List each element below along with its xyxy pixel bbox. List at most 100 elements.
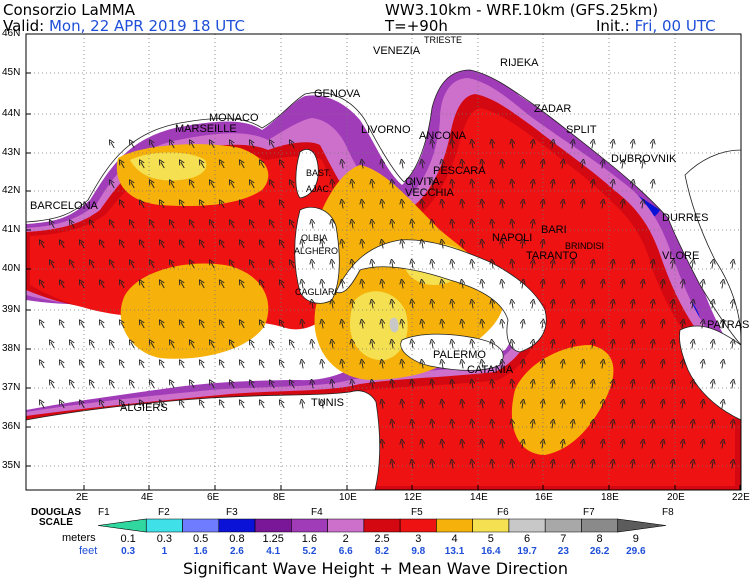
wave-direction-arrow bbox=[452, 222, 453, 229]
wave-direction-arrow bbox=[452, 462, 453, 469]
lat-tick-label: 45N bbox=[2, 67, 21, 78]
feet-value: 19.7 bbox=[517, 546, 537, 557]
wave-direction-arrow bbox=[492, 462, 493, 469]
wave-direction-arrow bbox=[402, 362, 403, 369]
wave-direction-arrow bbox=[241, 242, 245, 249]
wave-direction-arrow bbox=[432, 222, 433, 229]
wave-direction-arrow bbox=[522, 202, 523, 209]
wave-direction-arrow bbox=[522, 322, 523, 329]
wave-direction-arrow bbox=[332, 382, 333, 389]
wave-direction-arrow bbox=[732, 342, 733, 349]
wave-direction-arrow bbox=[652, 342, 653, 349]
wave-direction-arrow bbox=[462, 162, 463, 169]
model-title: WW3.10km - WRF.10km (GFS.25km) bbox=[385, 1, 659, 19]
wave-direction-arrow bbox=[612, 142, 613, 149]
wave-direction-arrow bbox=[692, 262, 693, 269]
wave-direction-arrow bbox=[542, 202, 543, 209]
lat-tick-label: 35N bbox=[2, 460, 21, 471]
wave-direction-arrow bbox=[712, 262, 713, 269]
wave-direction-arrow bbox=[211, 142, 215, 149]
wave-direction-arrow bbox=[722, 402, 723, 409]
meters-value: 1.25 bbox=[262, 533, 284, 545]
wave-direction-arrow bbox=[562, 362, 563, 369]
wave-direction-arrow bbox=[602, 402, 603, 409]
valid-row: Valid: Mon, 22 APR 2019 18 UTC bbox=[3, 18, 245, 34]
city-label: VLORE bbox=[662, 250, 700, 262]
wave-direction-arrow bbox=[652, 462, 653, 469]
lon-tick-label: 16E bbox=[535, 492, 553, 503]
wave-direction-arrow bbox=[712, 302, 713, 309]
wave-direction-arrow bbox=[522, 242, 523, 249]
wave-direction-arrow bbox=[482, 202, 483, 209]
wave-direction-arrow bbox=[402, 402, 403, 409]
meters-value: 7 bbox=[560, 533, 567, 545]
wave-direction-arrow bbox=[302, 322, 303, 329]
wave-direction-arrow bbox=[302, 402, 303, 409]
wave-direction-arrow bbox=[472, 382, 473, 389]
wave-direction-arrow bbox=[412, 422, 413, 429]
wave-direction-arrow bbox=[562, 202, 563, 209]
wave-direction-arrow bbox=[572, 462, 573, 469]
wave-direction-arrow bbox=[582, 402, 583, 409]
wave-direction-arrow bbox=[692, 342, 693, 349]
wave-direction-arrow bbox=[432, 422, 433, 429]
wave-direction-arrow bbox=[602, 322, 603, 329]
wave-direction-arrow bbox=[682, 442, 683, 449]
wave-direction-arrow bbox=[362, 362, 363, 369]
wave-direction-arrow bbox=[352, 182, 353, 189]
wave-direction-arrow bbox=[492, 142, 493, 149]
wave-direction-arrow bbox=[442, 442, 443, 449]
color-scale-legend bbox=[97, 518, 667, 533]
wave-direction-arrow bbox=[261, 162, 265, 169]
wave-direction-arrow bbox=[71, 382, 75, 389]
wave-direction-arrow bbox=[522, 282, 523, 289]
wave-direction-arrow bbox=[472, 262, 473, 269]
city-label: ALGIERS bbox=[120, 402, 168, 414]
wave-direction-arrow bbox=[622, 162, 623, 169]
wave-direction-arrow bbox=[211, 382, 215, 389]
map-title: Significant Wave Height + Mean Wave Dire… bbox=[183, 559, 568, 578]
wave-direction-arrow bbox=[402, 202, 403, 209]
city-label: VECCHIA bbox=[405, 187, 454, 199]
wave-direction-arrow bbox=[632, 262, 633, 269]
wave-direction-arrow bbox=[632, 342, 633, 349]
wave-direction-arrow bbox=[131, 262, 135, 269]
wave-direction-arrow bbox=[392, 342, 393, 349]
wave-direction-arrow bbox=[462, 202, 463, 209]
wave-direction-arrow bbox=[181, 202, 185, 209]
wave-direction-arrow bbox=[271, 382, 275, 389]
wave-direction-arrow bbox=[161, 162, 165, 169]
wave-direction-arrow bbox=[151, 182, 155, 189]
wave-direction-arrow bbox=[291, 142, 295, 149]
wave-direction-arrow bbox=[522, 402, 523, 409]
city-label: BARI bbox=[541, 224, 567, 236]
wave-direction-arrow bbox=[352, 302, 353, 309]
corsica-landmass bbox=[295, 149, 319, 199]
wave-direction-arrow bbox=[462, 442, 463, 449]
wave-direction-arrow bbox=[512, 422, 513, 429]
wave-direction-arrow bbox=[241, 322, 245, 329]
wave-direction-arrow bbox=[171, 262, 175, 269]
wave-direction-arrow bbox=[191, 222, 195, 229]
wave-direction-arrow bbox=[71, 222, 75, 229]
wave-direction-arrow bbox=[622, 202, 623, 209]
wave-direction-arrow bbox=[241, 202, 245, 209]
wave-direction-arrow bbox=[251, 182, 255, 189]
wave-direction-arrow bbox=[412, 342, 413, 349]
city-label: RIJEKA bbox=[500, 57, 539, 69]
wave-direction-arrow bbox=[662, 362, 663, 369]
meters-value: 8 bbox=[596, 533, 603, 545]
wave-direction-arrow bbox=[432, 342, 433, 349]
city-label: TUNIS bbox=[311, 397, 344, 409]
wave-direction-arrow bbox=[161, 322, 165, 329]
wave-direction-arrow bbox=[642, 402, 643, 409]
wave-direction-arrow bbox=[291, 382, 295, 389]
wave-direction-arrow bbox=[482, 282, 483, 289]
wave-direction-arrow bbox=[181, 362, 185, 369]
city-label: CATANIA bbox=[467, 364, 514, 376]
wave-direction-arrow bbox=[522, 442, 523, 449]
wave-direction-arrow bbox=[382, 162, 383, 169]
city-label: TRIESTE bbox=[424, 35, 463, 45]
lon-tick-label: 10E bbox=[339, 492, 357, 503]
wave-direction-arrow bbox=[452, 142, 453, 149]
